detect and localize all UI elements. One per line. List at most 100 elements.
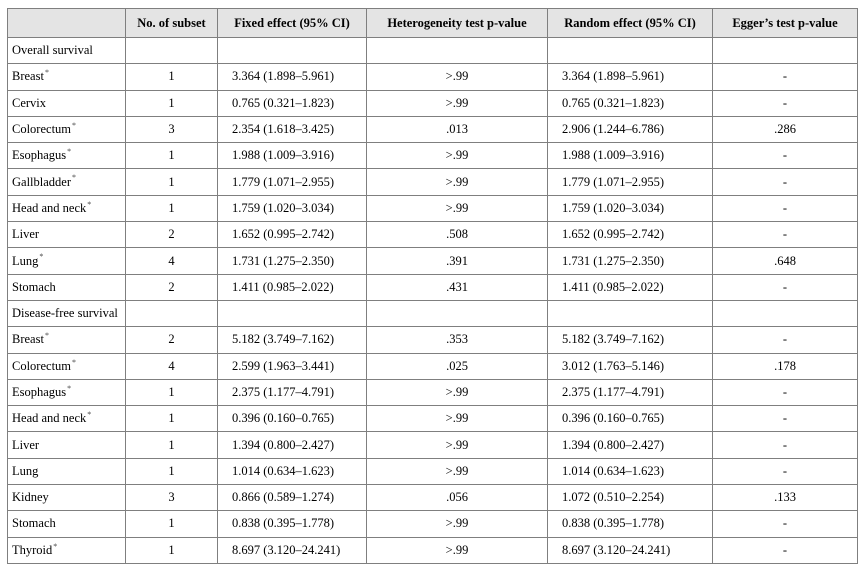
egger-p-cell: .286	[712, 115, 858, 144]
heterogeneity-p-cell: .353	[366, 326, 548, 354]
heterogeneity-p-cell: .056	[366, 484, 548, 512]
fixed-effect-cell: 2.375 (1.177–4.791)	[217, 378, 367, 407]
header-random-effect: Random effect (95% CI)	[547, 8, 713, 38]
egger-p-cell: -	[712, 431, 858, 459]
cancer-site-name: Gallbladder	[12, 174, 72, 189]
cancer-site-cell: Head and neck*	[7, 194, 126, 223]
heterogeneity-p-cell: .391	[366, 247, 548, 275]
cancer-site-name: Lung	[12, 463, 39, 478]
heterogeneity-p-cell: .431	[366, 273, 548, 301]
footnote-marker: *	[39, 252, 44, 262]
section-row: Disease-free survival	[7, 299, 858, 328]
fixed-effect-cell: 1.988 (1.009–3.916)	[217, 142, 367, 170]
egger-p-cell: -	[712, 168, 858, 196]
subset-count-cell: 1	[125, 431, 218, 459]
fixed-effect-cell: 1.779 (1.071–2.955)	[217, 168, 367, 196]
subset-count-cell: 2	[125, 273, 218, 301]
heterogeneity-p-cell: >.99	[366, 194, 548, 223]
subset-count-cell: 1	[125, 168, 218, 196]
cancer-site-cell: Colorectum*	[7, 115, 126, 144]
header-fixed-effect: Fixed effect (95% CI)	[217, 8, 367, 38]
cancer-site-cell: Stomach	[7, 510, 126, 538]
heterogeneity-p-cell: >.99	[366, 405, 548, 433]
heterogeneity-p-cell: >.99	[366, 510, 548, 538]
header-blank	[7, 8, 126, 38]
fixed-effect-cell: 0.396 (0.160–0.765)	[217, 405, 367, 433]
table-row: Lung 1 1.014 (0.634–1.623) >.99 1.014 (0.634…	[7, 457, 858, 486]
heterogeneity-p-cell: >.99	[366, 63, 548, 91]
meta-analysis-table: No. of subset Fixed effect (95% CI) Hete…	[7, 8, 858, 564]
table-row: Head and neck* 1 0.396 (0.160–0.765) >.99 0.…	[7, 405, 858, 433]
heterogeneity-p-cell: >.99	[366, 431, 548, 459]
fixed-effect-cell: 1.731 (1.275–2.350)	[217, 247, 367, 275]
cancer-site-name: Stomach	[12, 279, 56, 294]
fixed-effect-cell: 1.652 (0.995–2.742)	[217, 221, 367, 249]
cancer-site-cell: Gallbladder*	[7, 168, 126, 196]
cancer-site-name: Lung	[12, 253, 39, 268]
random-effect-cell: 1.394 (0.800–2.427)	[547, 431, 713, 459]
egger-p-cell: -	[712, 273, 858, 301]
section-empty-cell	[217, 36, 367, 65]
random-effect-cell: 0.396 (0.160–0.765)	[547, 405, 713, 433]
subset-count-cell: 1	[125, 194, 218, 223]
cancer-site-cell: Colorectum*	[7, 352, 126, 380]
table-row: Colorectum* 4 2.599 (1.963–3.441) .025 3.012…	[7, 352, 858, 380]
cancer-site-cell: Head and neck*	[7, 405, 126, 433]
footnote-marker: *	[72, 357, 77, 367]
fixed-effect-cell: 1.394 (0.800–2.427)	[217, 431, 367, 459]
heterogeneity-p-cell: .508	[366, 221, 548, 249]
egger-p-cell: -	[712, 405, 858, 433]
footnote-marker: *	[72, 120, 77, 130]
subset-count-cell: 1	[125, 510, 218, 538]
random-effect-cell: 5.182 (3.749–7.162)	[547, 326, 713, 354]
egger-p-cell: -	[712, 457, 858, 486]
egger-p-cell: -	[712, 378, 858, 407]
fixed-effect-cell: 2.599 (1.963–3.441)	[217, 352, 367, 380]
cancer-site-name: Cervix	[12, 95, 47, 110]
cancer-site-name: Esophagus	[12, 148, 67, 163]
random-effect-cell: 0.765 (0.321–1.823)	[547, 89, 713, 117]
fixed-effect-cell: 3.364 (1.898–5.961)	[217, 63, 367, 91]
egger-p-cell: -	[712, 536, 858, 564]
random-effect-cell: 1.072 (0.510–2.254)	[547, 484, 713, 512]
cancer-site-cell: Breast*	[7, 326, 126, 354]
section-empty-cell	[712, 299, 858, 328]
egger-p-cell: -	[712, 221, 858, 249]
cancer-site-cell: Esophagus*	[7, 142, 126, 170]
heterogeneity-p-cell: >.99	[366, 89, 548, 117]
cancer-site-cell: Thyroid*	[7, 536, 126, 564]
fixed-effect-cell: 1.014 (0.634–1.623)	[217, 457, 367, 486]
heterogeneity-p-cell: >.99	[366, 536, 548, 564]
egger-p-cell: -	[712, 326, 858, 354]
egger-p-cell: .648	[712, 247, 858, 275]
subset-count-cell: 3	[125, 115, 218, 144]
fixed-effect-cell: 1.759 (1.020–3.034)	[217, 194, 367, 223]
fixed-effect-cell: 0.765 (0.321–1.823)	[217, 89, 367, 117]
subset-count-cell: 2	[125, 221, 218, 249]
random-effect-cell: 1.731 (1.275–2.350)	[547, 247, 713, 275]
section-row: Overall survival	[7, 36, 858, 65]
section-empty-cell	[125, 299, 218, 328]
egger-p-cell: .178	[712, 352, 858, 380]
cancer-site-name: Colorectum	[12, 358, 72, 373]
section-empty-cell	[125, 36, 218, 65]
footnote-marker: *	[67, 147, 72, 157]
table-row: Esophagus* 1 1.988 (1.009–3.916) >.99 1.988 …	[7, 142, 858, 170]
subset-count-cell: 1	[125, 89, 218, 117]
cancer-site-cell: Esophagus*	[7, 378, 126, 407]
egger-p-cell: -	[712, 63, 858, 91]
section-title: Overall survival	[7, 36, 126, 65]
random-effect-cell: 3.012 (1.763–5.146)	[547, 352, 713, 380]
cancer-site-name: Breast	[12, 332, 44, 347]
footnote-marker: *	[53, 541, 58, 551]
section-empty-cell	[547, 299, 713, 328]
table-row: Lung* 4 1.731 (1.275–2.350) .391 1.731 (1.27…	[7, 247, 858, 275]
cancer-site-name: Colorectum	[12, 122, 72, 137]
fixed-effect-cell: 5.182 (3.749–7.162)	[217, 326, 367, 354]
header-row: No. of subset Fixed effect (95% CI) Hete…	[7, 8, 858, 38]
subset-count-cell: 1	[125, 63, 218, 91]
table-row: Stomach 2 1.411 (0.985–2.022) .431 1.411 (0.…	[7, 273, 858, 301]
subset-count-cell: 1	[125, 536, 218, 564]
cancer-site-cell: Lung*	[7, 247, 126, 275]
section-empty-cell	[366, 36, 548, 65]
